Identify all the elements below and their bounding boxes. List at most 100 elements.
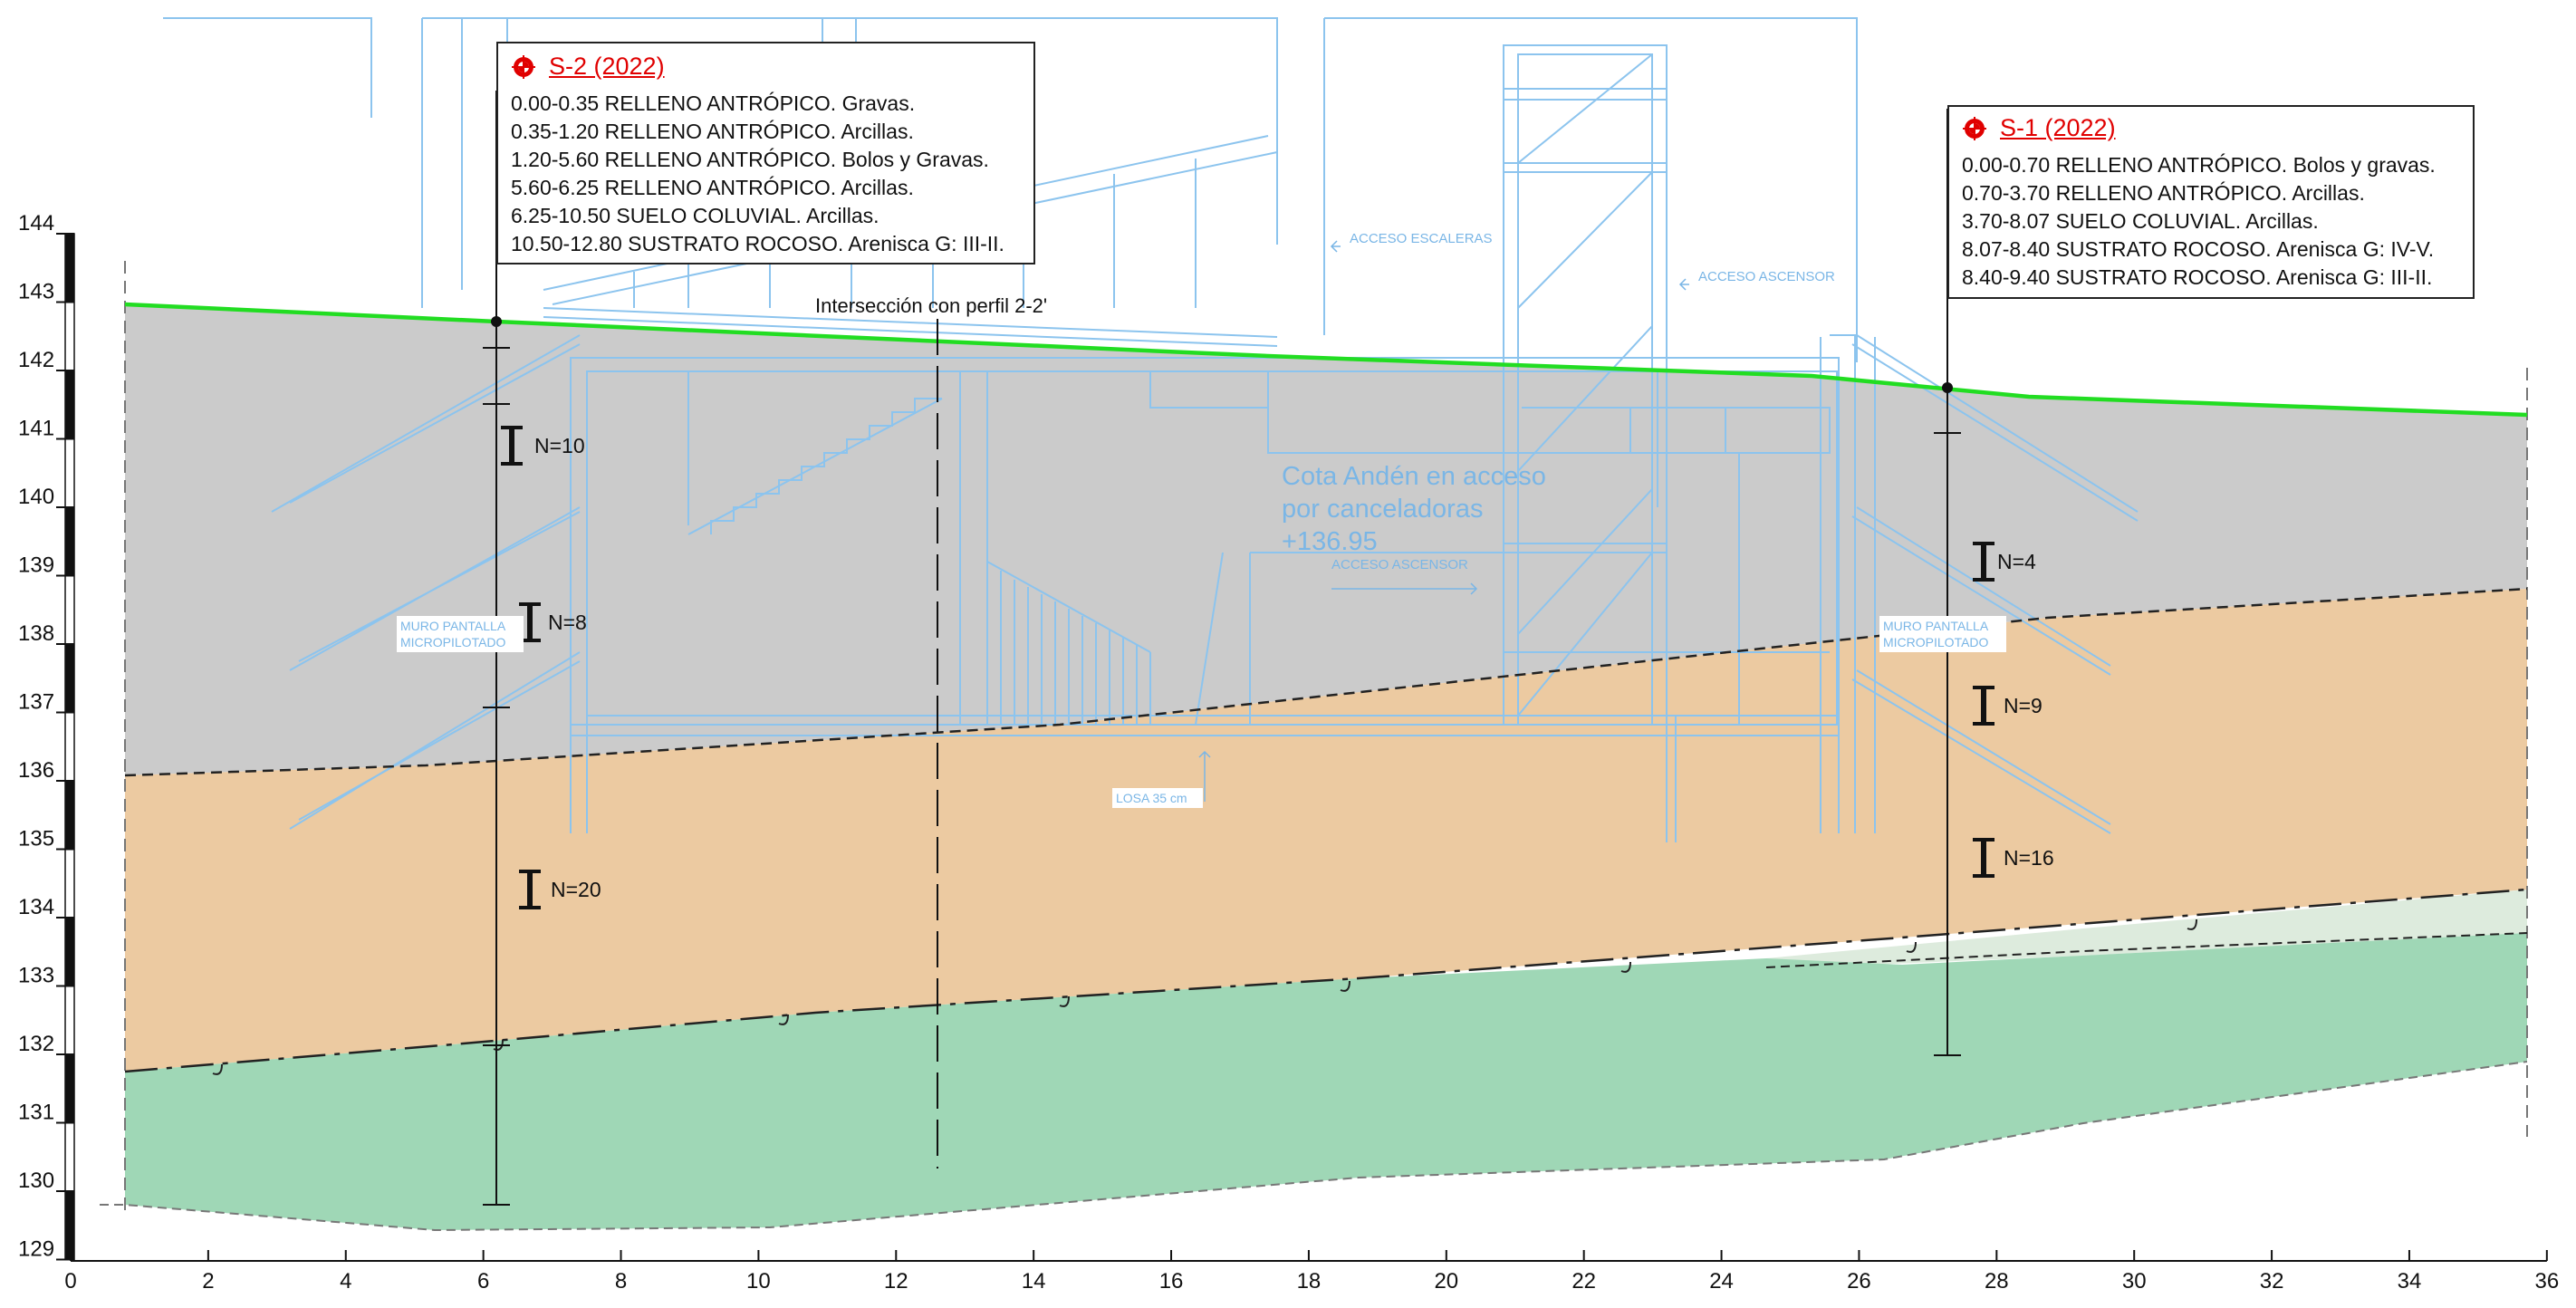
elevation-tick-label: 143 bbox=[18, 280, 54, 304]
spt-label: N=4 bbox=[1997, 550, 2036, 573]
spt-label: N=8 bbox=[548, 611, 587, 634]
elevation-tick-label: 142 bbox=[18, 348, 54, 372]
spt-markers bbox=[501, 426, 1994, 909]
spt-label: N=9 bbox=[2004, 694, 2043, 717]
cota-anden-value: +136.95 bbox=[1282, 527, 1378, 556]
muro-label-box bbox=[397, 616, 524, 652]
legend-header: S-1 (2022) bbox=[1962, 114, 2460, 142]
elevation-tick-label: 130 bbox=[18, 1169, 54, 1193]
elevation-tick-label: 129 bbox=[18, 1237, 54, 1262]
elevation-tick-label: 134 bbox=[18, 895, 54, 919]
legend-header: S-2 (2022) bbox=[511, 53, 1021, 81]
acceso-ascensor-label: ACCESO ASCENSOR bbox=[1698, 269, 1835, 284]
borehole-legend-s1: S-1 (2022) 0.00-0.70 RELLENO ANTRÓPICO. … bbox=[1947, 105, 2475, 299]
distance-tick-label: 8 bbox=[615, 1269, 627, 1294]
elevation-tick-label: 144 bbox=[18, 211, 54, 236]
muro-label: MICROPILOTADO bbox=[1883, 635, 1989, 649]
elevation-tick-label: 131 bbox=[18, 1101, 54, 1125]
stratum-description: 0.70-3.70 RELLENO ANTRÓPICO. Arcillas. bbox=[1962, 181, 2365, 205]
scale-segment bbox=[65, 370, 74, 439]
distance-tick-label: 14 bbox=[1022, 1269, 1046, 1294]
spt-label: N=10 bbox=[534, 434, 585, 457]
stratum-description: 0.00-0.70 RELLENO ANTRÓPICO. Bolos y gra… bbox=[1962, 153, 2436, 177]
structure-arrows bbox=[1198, 240, 1689, 802]
spt-marker bbox=[1973, 542, 1994, 582]
distance-tick-label: 36 bbox=[2534, 1269, 2559, 1294]
spt-label: N=16 bbox=[2004, 846, 2054, 870]
muro-label: MICROPILOTADO bbox=[400, 635, 506, 649]
elevation-axis: 144 143 142 141 140 139 138 137 136 135 134 133 132 1… bbox=[18, 211, 75, 1262]
stratum-description: 8.40-9.40 SUSTRATO ROCOSO. Arenisca G: I… bbox=[1962, 265, 2433, 289]
muro-label: MURO PANTALLA bbox=[1883, 619, 1989, 633]
stratum-description: 0.35-1.20 RELLENO ANTRÓPICO. Arcillas. bbox=[511, 120, 914, 143]
distance-tick-label: 26 bbox=[1847, 1269, 1871, 1294]
colluvium-layer bbox=[125, 589, 2527, 1072]
scale-segment bbox=[65, 1191, 74, 1260]
elevation-tick-label: 132 bbox=[18, 1032, 54, 1056]
distance-tick-label: 22 bbox=[1572, 1269, 1596, 1294]
distance-tick-label: 30 bbox=[2122, 1269, 2147, 1294]
scale-segment bbox=[65, 918, 74, 986]
spt-marker bbox=[1973, 838, 1994, 878]
losa-label-box bbox=[1112, 788, 1203, 808]
borehole-title: S-1 (2022) bbox=[2000, 114, 2116, 141]
stratum-description: 6.25-10.50 SUELO COLUVIAL. Arcillas. bbox=[511, 204, 879, 227]
spt-labels: N=10 N=8 N=20 N=4 N=9 N=16 bbox=[534, 434, 2054, 901]
borehole-title: S-2 (2022) bbox=[549, 53, 665, 80]
elevation-tick-label: 136 bbox=[18, 758, 54, 783]
rock-layer bbox=[125, 933, 2527, 1230]
scale-segment bbox=[65, 781, 74, 850]
acceso-escaleras-label: ACCESO ESCALERAS bbox=[1350, 231, 1493, 246]
distance-tick-label: 4 bbox=[340, 1269, 351, 1294]
elevation-tick-label: 140 bbox=[18, 485, 54, 509]
spt-marker bbox=[1973, 686, 1994, 726]
acceso-ascensor-label: ACCESO ASCENSOR bbox=[1331, 557, 1468, 572]
distance-tick-label: 32 bbox=[2260, 1269, 2284, 1294]
weathered-rock-layer bbox=[1766, 890, 2527, 969]
elevation-tick-label: 135 bbox=[18, 827, 54, 851]
elevation-tick-label: 141 bbox=[18, 417, 54, 441]
distance-tick-label: 24 bbox=[1709, 1269, 1734, 1294]
scale-segment bbox=[65, 644, 74, 713]
stratum-description: 5.60-6.25 RELLENO ANTRÓPICO. Arcillas. bbox=[511, 176, 914, 199]
distance-tick-label: 20 bbox=[1434, 1269, 1458, 1294]
spt-marker bbox=[519, 870, 541, 909]
scale-segment bbox=[65, 1054, 74, 1123]
stratum-description: 0.00-0.35 RELLENO ANTRÓPICO. Gravas. bbox=[511, 91, 916, 115]
elevation-tick-label: 139 bbox=[18, 553, 54, 578]
distance-tick-label: 10 bbox=[746, 1269, 771, 1294]
stratum-description: 8.07-8.40 SUSTRATO ROCOSO. Arenisca G: I… bbox=[1962, 237, 2435, 261]
losa-label: LOSA 35 cm bbox=[1116, 791, 1187, 805]
intersection-label: Intersección con perfil 2-2' bbox=[815, 294, 1047, 317]
colluvium-rock-contact bbox=[124, 888, 2528, 1073]
cota-anden-label: Cota Andén en acceso bbox=[1282, 462, 1546, 491]
borehole-icon bbox=[512, 54, 535, 79]
ground-surface-line bbox=[124, 302, 2528, 418]
stratum-description: 1.20-5.60 RELLENO ANTRÓPICO. Bolos y Gra… bbox=[511, 148, 989, 171]
elevation-tick-label: 133 bbox=[18, 964, 54, 988]
spt-marker bbox=[519, 602, 541, 642]
scale-segment bbox=[65, 234, 74, 303]
fill-layer bbox=[125, 304, 2527, 775]
distance-tick-label: 2 bbox=[202, 1269, 214, 1294]
distance-tick-label: 28 bbox=[1985, 1269, 2009, 1294]
elevation-tick-label: 138 bbox=[18, 621, 54, 646]
spt-marker bbox=[501, 426, 523, 466]
distance-tick-label: 34 bbox=[2398, 1269, 2422, 1294]
distance-tick-label: 6 bbox=[477, 1269, 489, 1294]
distance-axis: 0 2 4 6 8 10 12 14 16 18 20 22 24 26 28 30 32 34 36 bbox=[64, 1250, 2559, 1294]
distance-tick-label: 16 bbox=[1159, 1269, 1184, 1294]
muro-label-box bbox=[1879, 616, 2006, 652]
borehole-icon bbox=[1963, 116, 1986, 140]
spt-label: N=20 bbox=[551, 878, 601, 901]
distance-tick-label: 18 bbox=[1297, 1269, 1322, 1294]
distance-tick-label: 0 bbox=[64, 1269, 76, 1294]
contact-symbols bbox=[212, 918, 2197, 1075]
stratum-description: 3.70-8.07 SUELO COLUVIAL. Arcillas. bbox=[1962, 209, 2319, 233]
borehole-legend-s2: S-2 (2022) 0.00-0.35 RELLENO ANTRÓPICO. … bbox=[496, 42, 1035, 264]
distance-tick-label: 12 bbox=[884, 1269, 908, 1294]
stratum-description: 10.50-12.80 SUSTRATO ROCOSO. Arenisca G:… bbox=[511, 232, 1004, 255]
bottom-boundary bbox=[100, 1061, 2528, 1232]
